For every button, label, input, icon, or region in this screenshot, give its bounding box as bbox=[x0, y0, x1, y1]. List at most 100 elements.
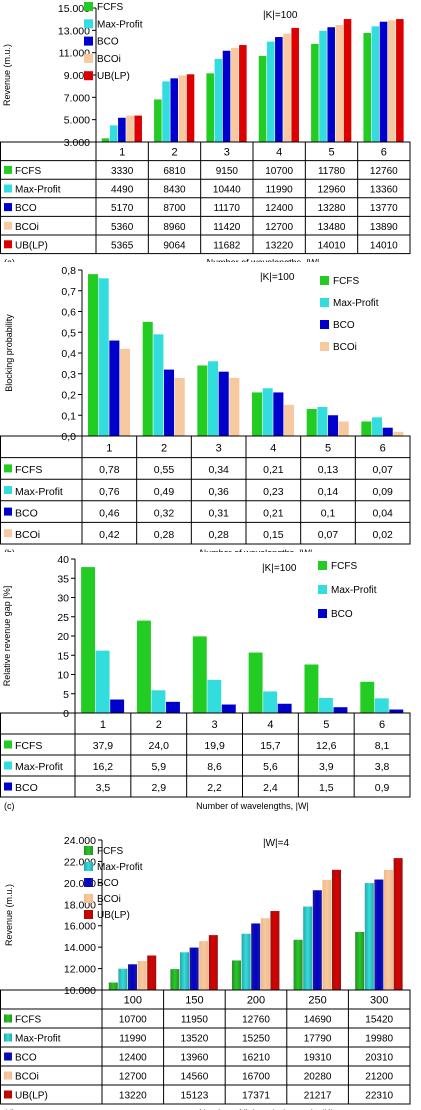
table-legend-swatch-bco bbox=[4, 507, 12, 516]
table-series-name: BCO bbox=[15, 782, 38, 794]
bar-bco-3 bbox=[222, 50, 231, 142]
data-label: 0,9 bbox=[375, 782, 390, 794]
table-series-name: Max-Profit bbox=[15, 1034, 61, 1045]
table-series-name: BCO bbox=[15, 203, 37, 214]
data-label: 5,9 bbox=[151, 761, 166, 773]
bar-fcfs-2 bbox=[142, 321, 153, 437]
bar-ub-lp-100 bbox=[147, 955, 157, 990]
y-tick-label: 20 bbox=[57, 631, 69, 643]
x-category-label: 3 bbox=[216, 443, 222, 455]
bar-bcoi-2 bbox=[178, 75, 187, 142]
legend-swatch-bcoi bbox=[320, 342, 329, 351]
bar-fcfs-100 bbox=[108, 982, 118, 990]
chart-revenue-vs-demands: 10.00012.00014.00016.00018.00020.00022.0… bbox=[0, 835, 411, 1110]
legend-label-bco: BCO bbox=[331, 609, 353, 620]
data-label: 0,49 bbox=[154, 486, 175, 498]
y-tick-label: 11.000 bbox=[59, 48, 90, 60]
x-axis-label: Number of lightpath demands, |K| bbox=[199, 1108, 333, 1110]
chart-revenue-vs-wavelengths: 3.000 5.000 7.000 9.000 11.000 13.000 15.000 Re… bbox=[0, 2, 411, 262]
bar-bcoi-300 bbox=[384, 870, 394, 990]
data-label: 0,31 bbox=[208, 507, 229, 519]
data-label: 1,5 bbox=[319, 782, 334, 794]
data-label: 0,14 bbox=[318, 486, 339, 498]
data-label: 15,7 bbox=[260, 740, 281, 752]
data-label: 15250 bbox=[242, 1034, 270, 1045]
legend-swatch-bco bbox=[320, 320, 329, 329]
table-legend-swatch-bcoi bbox=[4, 1071, 12, 1080]
bar-bco-200 bbox=[251, 923, 261, 990]
data-label: 11420 bbox=[213, 222, 241, 233]
data-label: 0,34 bbox=[208, 464, 229, 476]
x-category-label: 100 bbox=[124, 995, 142, 1007]
legend-label-fcfs: FCFS bbox=[331, 561, 357, 572]
bar-bco-4 bbox=[277, 703, 292, 713]
bar-bco-250 bbox=[312, 890, 322, 990]
data-label: 17371 bbox=[242, 1091, 270, 1102]
bar-bcoi-4 bbox=[283, 404, 295, 437]
legend-swatch-ub-lp bbox=[84, 71, 93, 81]
legend-label-ub-lp: UB(LP) bbox=[97, 910, 130, 921]
table-series-name: FCFS bbox=[15, 740, 42, 752]
bar-bco-5 bbox=[327, 27, 335, 142]
data-label: 13960 bbox=[180, 1053, 208, 1064]
bar-ub-lp-6 bbox=[396, 19, 404, 143]
bar-bco-3 bbox=[218, 371, 229, 436]
legend-swatch-bco bbox=[318, 609, 327, 618]
data-label: 2,9 bbox=[151, 782, 166, 794]
bar-max-profit-5 bbox=[319, 30, 327, 143]
data-label: 0,36 bbox=[208, 486, 229, 498]
bar-max-profit-4 bbox=[266, 41, 275, 142]
y-tick-label: 3.000 bbox=[64, 137, 90, 149]
data-label: 0,02 bbox=[372, 529, 393, 541]
x-category-label: 250 bbox=[308, 995, 326, 1007]
bar-bco-6 bbox=[382, 427, 393, 436]
bar-bcoi-4 bbox=[283, 33, 291, 142]
bar-bcoi-3 bbox=[229, 377, 240, 436]
panel-label: (d) bbox=[4, 1108, 15, 1110]
bar-fcfs-3 bbox=[192, 636, 207, 713]
data-label: 9064 bbox=[163, 240, 186, 251]
data-label: 0,13 bbox=[318, 464, 339, 476]
table-legend-swatch-ub-lp bbox=[4, 240, 12, 249]
bar-bco-1 bbox=[118, 117, 126, 142]
legend-label-fcfs: FCFS bbox=[97, 846, 123, 857]
bar-max-profit-1 bbox=[95, 650, 110, 713]
bar-ub-lp-2 bbox=[186, 74, 195, 142]
data-label: 11682 bbox=[213, 240, 241, 251]
y-tick-label: 13.000 bbox=[58, 25, 90, 37]
y-tick-label: 14.000 bbox=[64, 942, 96, 954]
data-label: 3,8 bbox=[375, 761, 390, 773]
data-label: 12760 bbox=[370, 166, 398, 177]
data-label: 10440 bbox=[213, 185, 241, 196]
bar-fcfs-1 bbox=[81, 567, 96, 713]
bar-fcfs-6 bbox=[361, 421, 372, 436]
table-series-name: BCO bbox=[15, 507, 38, 519]
bar-bco-5 bbox=[328, 415, 339, 436]
data-label: 12960 bbox=[318, 185, 346, 196]
y-tick-label: 10.000 bbox=[64, 985, 96, 997]
table-legend-swatch-max-profit bbox=[4, 184, 12, 193]
bar-fcfs-4 bbox=[252, 392, 263, 436]
annotation-text: |W|=4 bbox=[263, 838, 289, 849]
table-series-name: FCFS bbox=[15, 1015, 41, 1026]
bar-max-profit-5 bbox=[318, 697, 333, 713]
table-series-name: UB(LP) bbox=[15, 240, 48, 251]
x-category-label: 2 bbox=[156, 719, 162, 731]
bar-bcoi-6 bbox=[387, 20, 396, 142]
table-series-name: Max-Profit bbox=[15, 761, 63, 773]
bar-max-profit-4 bbox=[263, 691, 278, 713]
bar-max-profit-6 bbox=[374, 698, 389, 713]
legend-label-max-profit: Max-Profit bbox=[97, 19, 143, 30]
bar-bco-300 bbox=[374, 879, 384, 990]
data-label: 12700 bbox=[265, 222, 293, 233]
x-category-label: 1 bbox=[119, 146, 125, 158]
table-legend-swatch-fcfs bbox=[4, 740, 12, 749]
bar-bcoi-250 bbox=[322, 879, 332, 990]
legend-swatch-max-profit bbox=[320, 298, 329, 307]
legend-label-max-profit: Max-Profit bbox=[97, 862, 143, 873]
table-legend-swatch-bco bbox=[4, 1052, 12, 1061]
bar-max-profit-5 bbox=[317, 406, 328, 436]
data-label: 0,76 bbox=[99, 486, 120, 498]
data-label: 11170 bbox=[214, 203, 241, 214]
bar-bco-1 bbox=[110, 699, 125, 713]
